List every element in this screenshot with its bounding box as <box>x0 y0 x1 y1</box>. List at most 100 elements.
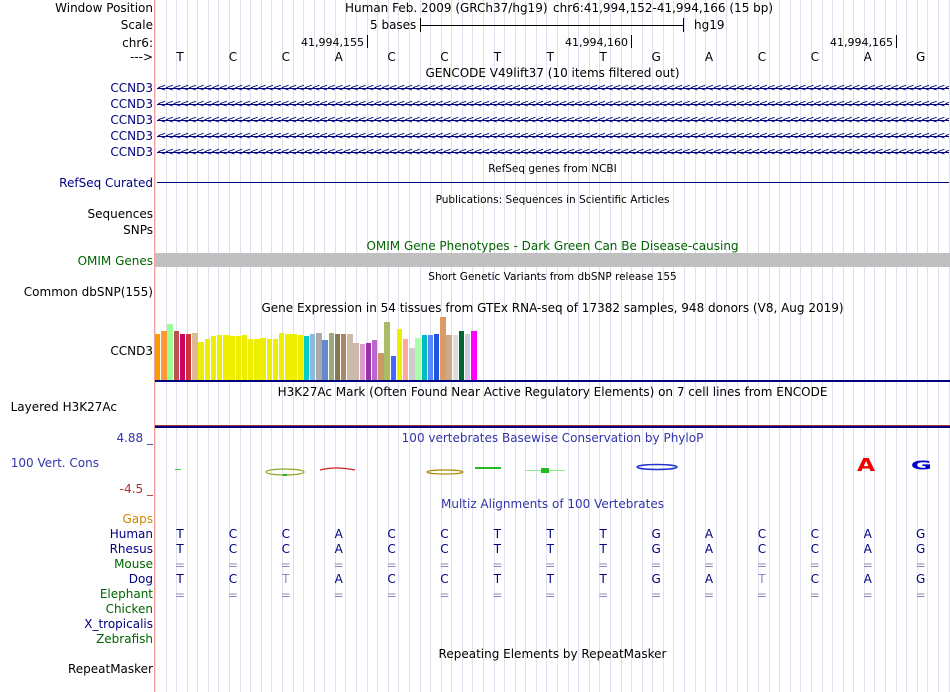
gtex-tissue-bar[interactable] <box>303 336 310 380</box>
gtex-tissue-bar[interactable] <box>384 322 390 380</box>
gtex-tissue-bar[interactable] <box>458 331 465 380</box>
gencode-item-label[interactable]: CCND3 <box>110 129 153 143</box>
gtex-expression-chart[interactable] <box>155 314 950 380</box>
gtex-tissue-bar[interactable] <box>415 337 421 380</box>
gtex-tissue-bar[interactable] <box>446 335 452 380</box>
gtex-tissue-bar[interactable] <box>229 336 235 380</box>
dbsnp-track-label[interactable]: Common dbSNP(155) <box>23 285 153 299</box>
gtex-tissue-bar[interactable] <box>223 335 229 380</box>
gtex-tissue-bar[interactable] <box>353 342 359 380</box>
gtex-tissue-bar[interactable] <box>341 333 347 380</box>
gtex-tissue-bar[interactable] <box>217 335 223 380</box>
gencode-transcript[interactable]: <<<<<<<<<<<<<<<<<<<<<<<<<<<<<<<<<<<<<<<<… <box>157 129 949 142</box>
gtex-tissue-bar[interactable] <box>434 333 440 380</box>
gtex-tissue-bar[interactable] <box>155 333 161 380</box>
strand-arrow-label[interactable]: ---> <box>129 50 153 64</box>
h3k27ac-track-label[interactable]: Layered H3K27Ac <box>10 400 117 414</box>
h3k27ac-track-title[interactable]: H3K27Ac Mark (Often Found Near Active Re… <box>277 385 828 399</box>
species-label-elephant: Elephant <box>99 587 153 601</box>
gencode-transcript[interactable]: <<<<<<<<<<<<<<<<<<<<<<<<<<<<<<<<<<<<<<<<… <box>157 113 949 126</box>
gencode-track-title[interactable]: GENCODE V49lift37 (10 items filtered out… <box>425 66 680 80</box>
gtex-tissue-bar[interactable] <box>347 333 353 380</box>
gtex-tissue-bar[interactable] <box>241 335 248 380</box>
gtex-tissue-bar[interactable] <box>167 323 173 380</box>
gtex-tissue-bar[interactable] <box>396 328 403 380</box>
dbsnp-track-title[interactable]: Short Genetic Variants from dbSNP releas… <box>428 271 677 283</box>
alignment-base: = <box>598 588 609 602</box>
gtex-tissue-bar[interactable] <box>272 339 279 380</box>
phylop-logo[interactable]: A G <box>155 448 950 492</box>
gencode-item-label[interactable]: CCND3 <box>110 81 153 95</box>
gtex-tissue-bar[interactable] <box>477 316 483 380</box>
repeatmasker-track-label[interactable]: RepeatMasker <box>67 662 153 676</box>
gtex-track-title[interactable]: Gene Expression in 54 tissues from GTEx … <box>261 301 844 315</box>
gtex-tissue-bar[interactable] <box>372 340 378 380</box>
omim-phenotype-bar[interactable] <box>155 253 950 267</box>
gencode-transcript[interactable]: <<<<<<<<<<<<<<<<<<<<<<<<<<<<<<<<<<<<<<<<… <box>157 81 949 94</box>
gtex-tissue-bar[interactable] <box>403 339 409 380</box>
gtex-track-label[interactable]: CCND3 <box>110 344 153 358</box>
refseq-track-label[interactable]: RefSeq Curated <box>59 176 153 190</box>
phylop-track-title[interactable]: 100 vertebrates Basewise Conservation by… <box>401 431 704 445</box>
gtex-tissue-bar[interactable] <box>173 331 179 380</box>
gtex-tissue-bar[interactable] <box>266 339 272 380</box>
gencode-transcript[interactable]: <<<<<<<<<<<<<<<<<<<<<<<<<<<<<<<<<<<<<<<<… <box>157 97 949 110</box>
gtex-tissue-bar[interactable] <box>440 317 446 380</box>
gencode-transcript[interactable]: <<<<<<<<<<<<<<<<<<<<<<<<<<<<<<<<<<<<<<<<… <box>157 145 949 158</box>
coord-tick <box>367 35 368 48</box>
gtex-tissue-bar[interactable] <box>198 341 204 380</box>
gtex-tissue-bar[interactable] <box>409 348 415 380</box>
gtex-tissue-bar[interactable] <box>316 332 322 380</box>
gtex-tissue-bar[interactable] <box>192 332 198 380</box>
gtex-tissue-bar[interactable] <box>210 336 217 380</box>
gtex-tissue-bar[interactable] <box>186 333 192 380</box>
gtex-tissue-bar[interactable] <box>279 332 285 380</box>
multiz-track-title[interactable]: Multiz Alignments of 100 Vertebrates <box>440 497 665 511</box>
gencode-item-label[interactable]: CCND3 <box>110 145 153 159</box>
gtex-tissue-bar[interactable] <box>427 335 434 380</box>
gtex-tissue-bar[interactable] <box>322 340 328 380</box>
gtex-tissue-bar[interactable] <box>254 339 260 380</box>
gtex-tissue-bar[interactable] <box>297 335 303 380</box>
refseq-track-title[interactable]: RefSeq genes from NCBI <box>488 163 617 175</box>
alignment-base: G <box>651 527 661 541</box>
alignment-base: = <box>386 558 397 572</box>
gtex-tissue-bar[interactable] <box>235 336 241 380</box>
gencode-item-label[interactable]: CCND3 <box>110 97 153 111</box>
publications-track-title[interactable]: Publications: Sequences in Scientific Ar… <box>435 194 670 206</box>
gtex-tissue-bar[interactable] <box>328 332 334 380</box>
gtex-tissue-bar[interactable] <box>390 355 396 380</box>
gencode-item-label[interactable]: CCND3 <box>110 113 153 127</box>
alignment-base: = <box>333 588 344 602</box>
gtex-tissue-bar[interactable] <box>179 333 186 380</box>
refseq-gene-line[interactable] <box>157 182 949 183</box>
gtex-tissue-bar[interactable] <box>291 333 297 380</box>
gtex-tissue-bar[interactable] <box>365 342 372 380</box>
alignment-base: C <box>228 572 238 586</box>
gtex-tissue-bar[interactable] <box>471 331 477 380</box>
omim-track-title[interactable]: OMIM Gene Phenotypes - Dark Green Can Be… <box>366 239 739 253</box>
snps-track-label[interactable]: SNPs <box>123 223 153 237</box>
gtex-tissue-bar[interactable] <box>452 335 458 380</box>
gtex-tissue-bar[interactable] <box>378 353 384 380</box>
gtex-tissue-bar[interactable] <box>204 339 210 380</box>
gtex-tissue-bar[interactable] <box>285 333 291 380</box>
gtex-tissue-bar[interactable] <box>421 335 427 380</box>
grid-line <box>726 0 727 692</box>
multiz-alignment[interactable]: T C C A C C T T T G A C C A G T C C A C C T T T G A C C A G = = = = = = = = = =… <box>155 527 950 607</box>
phylop-letter: G <box>911 458 932 472</box>
gtex-tissue-bar[interactable] <box>359 344 365 380</box>
sequences-track-label[interactable]: Sequences <box>87 207 153 221</box>
track-image[interactable]: Human Feb. 2009 (GRCh37/hg19) chr6:41,99… <box>155 0 950 692</box>
gtex-tissue-bar[interactable] <box>248 339 254 380</box>
alignment-base: C <box>810 572 819 586</box>
gtex-tissue-bar[interactable] <box>334 333 341 380</box>
phylop-track-label[interactable]: 100 Vert. Cons <box>10 456 99 470</box>
phylop-mark <box>283 474 287 476</box>
gtex-tissue-bar[interactable] <box>260 337 266 380</box>
repeatmasker-track-title[interactable]: Repeating Elements by RepeatMasker <box>438 647 667 661</box>
gtex-tissue-bar[interactable] <box>465 333 471 380</box>
omim-track-label[interactable]: OMIM Genes <box>77 254 153 268</box>
gtex-tissue-bar[interactable] <box>310 333 316 380</box>
gtex-tissue-bar[interactable] <box>161 331 167 380</box>
